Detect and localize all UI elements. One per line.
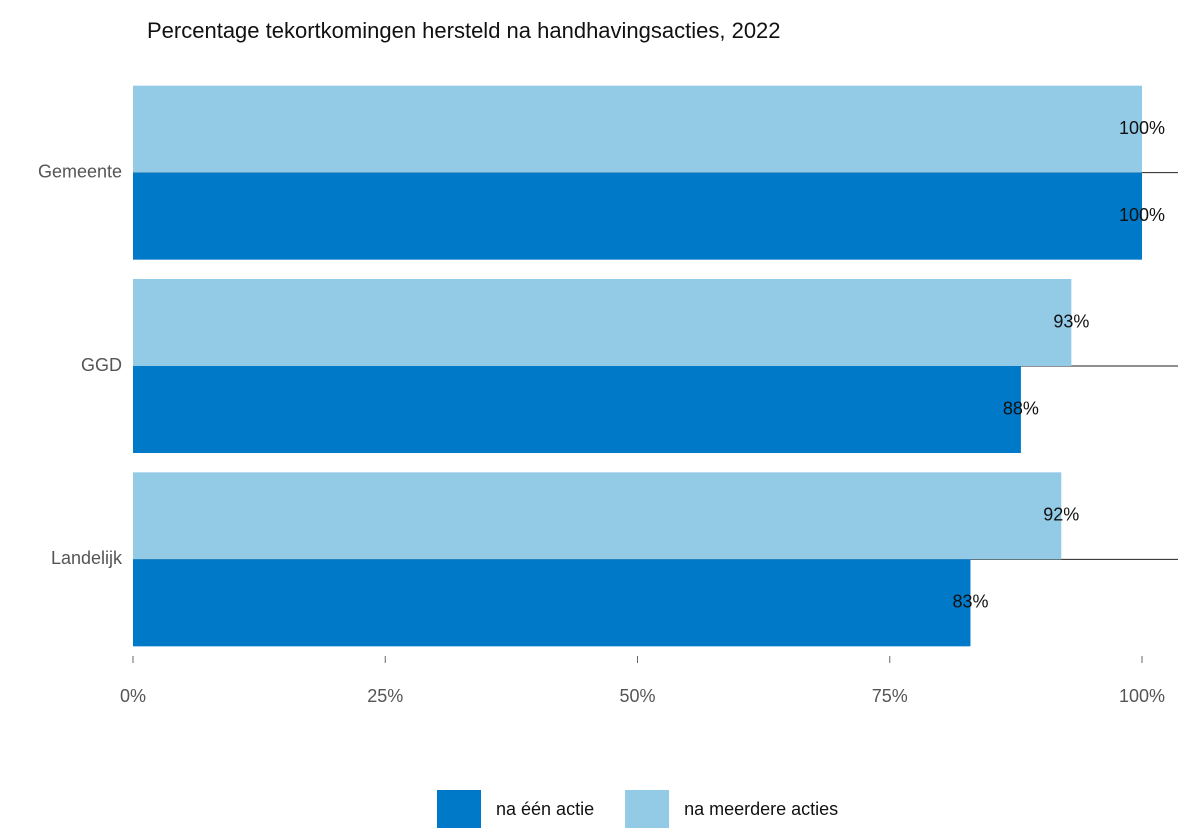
bar (133, 85, 1142, 173)
legend-label: na meerdere acties (684, 799, 838, 819)
bar (133, 172, 1142, 260)
x-tick-label: 50% (619, 686, 655, 706)
x-tick-label: 0% (120, 686, 146, 706)
value-label: 92% (1043, 505, 1079, 525)
value-label: 93% (1053, 311, 1089, 331)
x-tick-label: 100% (1119, 686, 1165, 706)
value-label: 100% (1119, 205, 1165, 225)
y-tick-label: GGD (81, 355, 122, 375)
x-tick-label: 75% (872, 686, 908, 706)
bar (133, 559, 971, 647)
value-label: 100% (1119, 118, 1165, 138)
value-label: 83% (952, 592, 988, 612)
legend-swatch (437, 790, 481, 828)
legend-swatch (625, 790, 670, 828)
y-tick-label: Gemeente (38, 161, 122, 181)
legend-label: na één actie (496, 799, 594, 819)
chart-title: Percentage tekortkomingen hersteld na ha… (147, 18, 781, 43)
bar (133, 366, 1021, 453)
value-label: 88% (1003, 398, 1039, 418)
bar (133, 279, 1072, 366)
bar (133, 472, 1062, 560)
y-tick-label: Landelijk (51, 548, 123, 568)
x-tick-label: 25% (367, 686, 403, 706)
